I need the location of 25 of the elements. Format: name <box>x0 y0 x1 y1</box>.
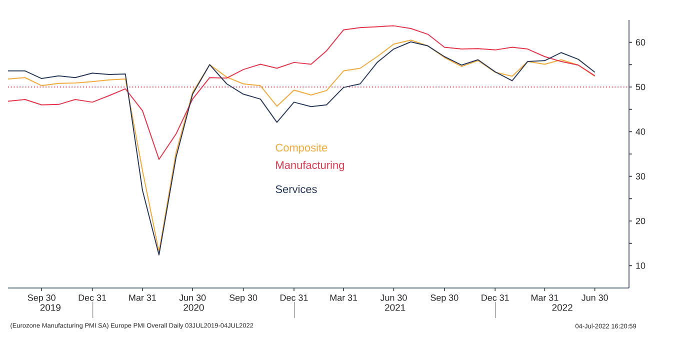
text: 2019 <box>40 304 61 311</box>
x-tick-label: Dec 31 <box>78 294 106 301</box>
x-tick-label: Sep 30 <box>229 294 258 303</box>
x-tick-label: Jun 30 <box>179 294 206 301</box>
x-tick-label: Dec 31 <box>280 294 308 301</box>
y-tick-label: 60 <box>636 39 646 46</box>
x-tick-label: Dec 31 <box>482 294 509 301</box>
text: Services <box>276 185 317 194</box>
x-tick-label: Mar 31 <box>531 294 558 301</box>
y-tick-label: 40 <box>636 128 646 135</box>
text: Manufacturing <box>276 160 344 172</box>
text: 2022 <box>552 304 572 311</box>
y-tick-label: 30 <box>636 173 646 180</box>
text: 2020 <box>184 304 204 311</box>
y-tick-label: 50 <box>636 84 646 90</box>
x-tick-label: Jun 30 <box>582 294 608 301</box>
x-tick-label: Sep 30 <box>430 294 458 303</box>
text: Composite <box>276 143 328 154</box>
x-tick-label: Mar 31 <box>330 294 358 301</box>
x-tick-label: Sep 30 <box>28 294 56 303</box>
text: 2021 <box>385 304 406 311</box>
y-tick-label: 20 <box>636 218 646 224</box>
x-tick-label: Mar 31 <box>129 294 156 301</box>
y-tick-label: 10 <box>636 262 646 269</box>
x-tick-label: Jun 30 <box>380 294 407 301</box>
